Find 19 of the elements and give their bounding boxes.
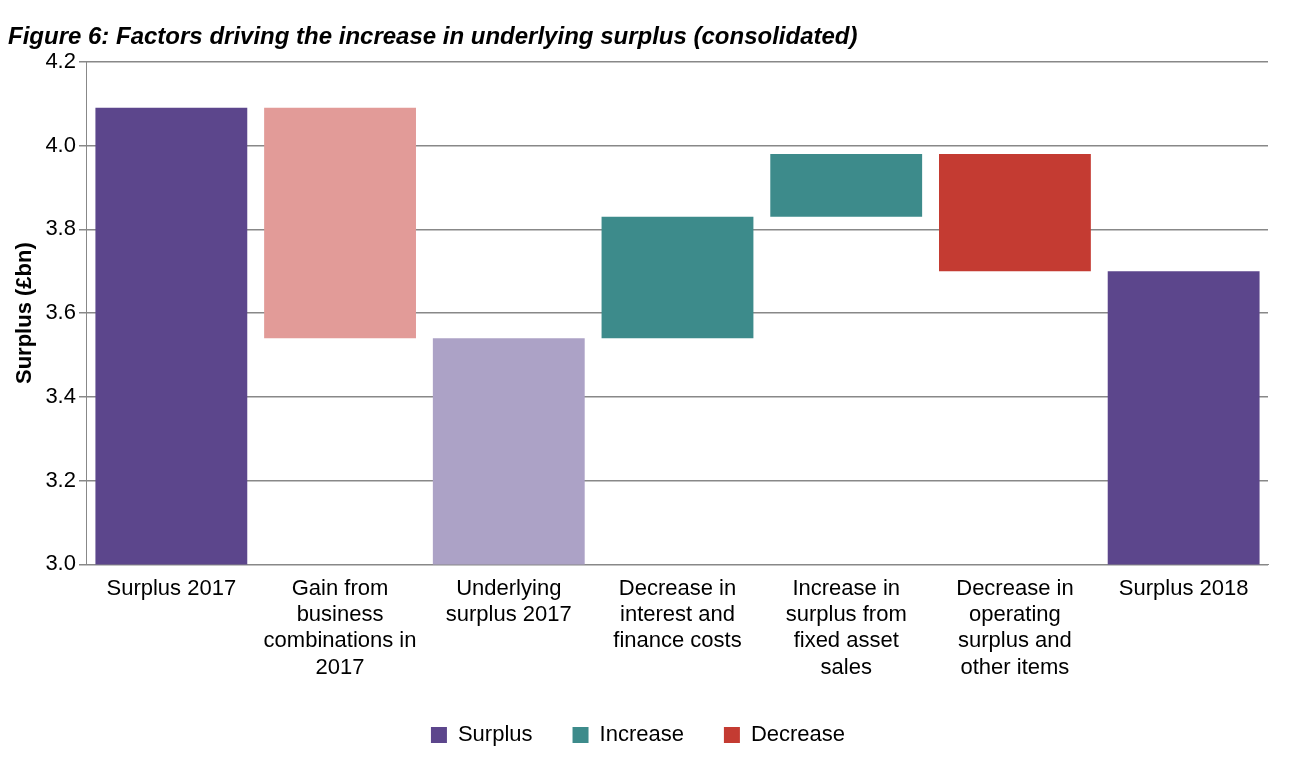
y-tick-label: 4.0 [45, 131, 76, 157]
x-tick-label: Gain from business combinations in 2017 [263, 574, 417, 679]
legend-label: Decrease [750, 721, 846, 747]
x-tick-label: Decrease in interest and finance costs [613, 574, 742, 653]
y-tick-label: 3.6 [45, 299, 76, 325]
y-axis-title: Surplus (£bn) [11, 242, 37, 384]
x-tick-label: Underlying surplus 2017 [445, 574, 572, 627]
y-tick-label: 3.8 [45, 215, 76, 241]
y-tick-label: 4.2 [45, 47, 76, 73]
x-tick-label: Increase in surplus from fixed asset sales [785, 574, 907, 679]
x-tick-label: Surplus 2018 [1118, 574, 1249, 600]
x-tick-label: Decrease in operating surplus and other items [956, 574, 1074, 679]
y-tick-label: 3.4 [45, 382, 76, 408]
y-tick-label: 3.0 [45, 550, 76, 576]
legend-label: Increase [599, 721, 684, 747]
x-tick-label: Surplus 2017 [106, 574, 237, 600]
chart-title: Figure 6: Factors driving the increase in underlying surplus (consolidated) [8, 22, 858, 50]
y-tick-label: 3.2 [45, 466, 76, 492]
legend-label: Surplus [457, 721, 533, 747]
